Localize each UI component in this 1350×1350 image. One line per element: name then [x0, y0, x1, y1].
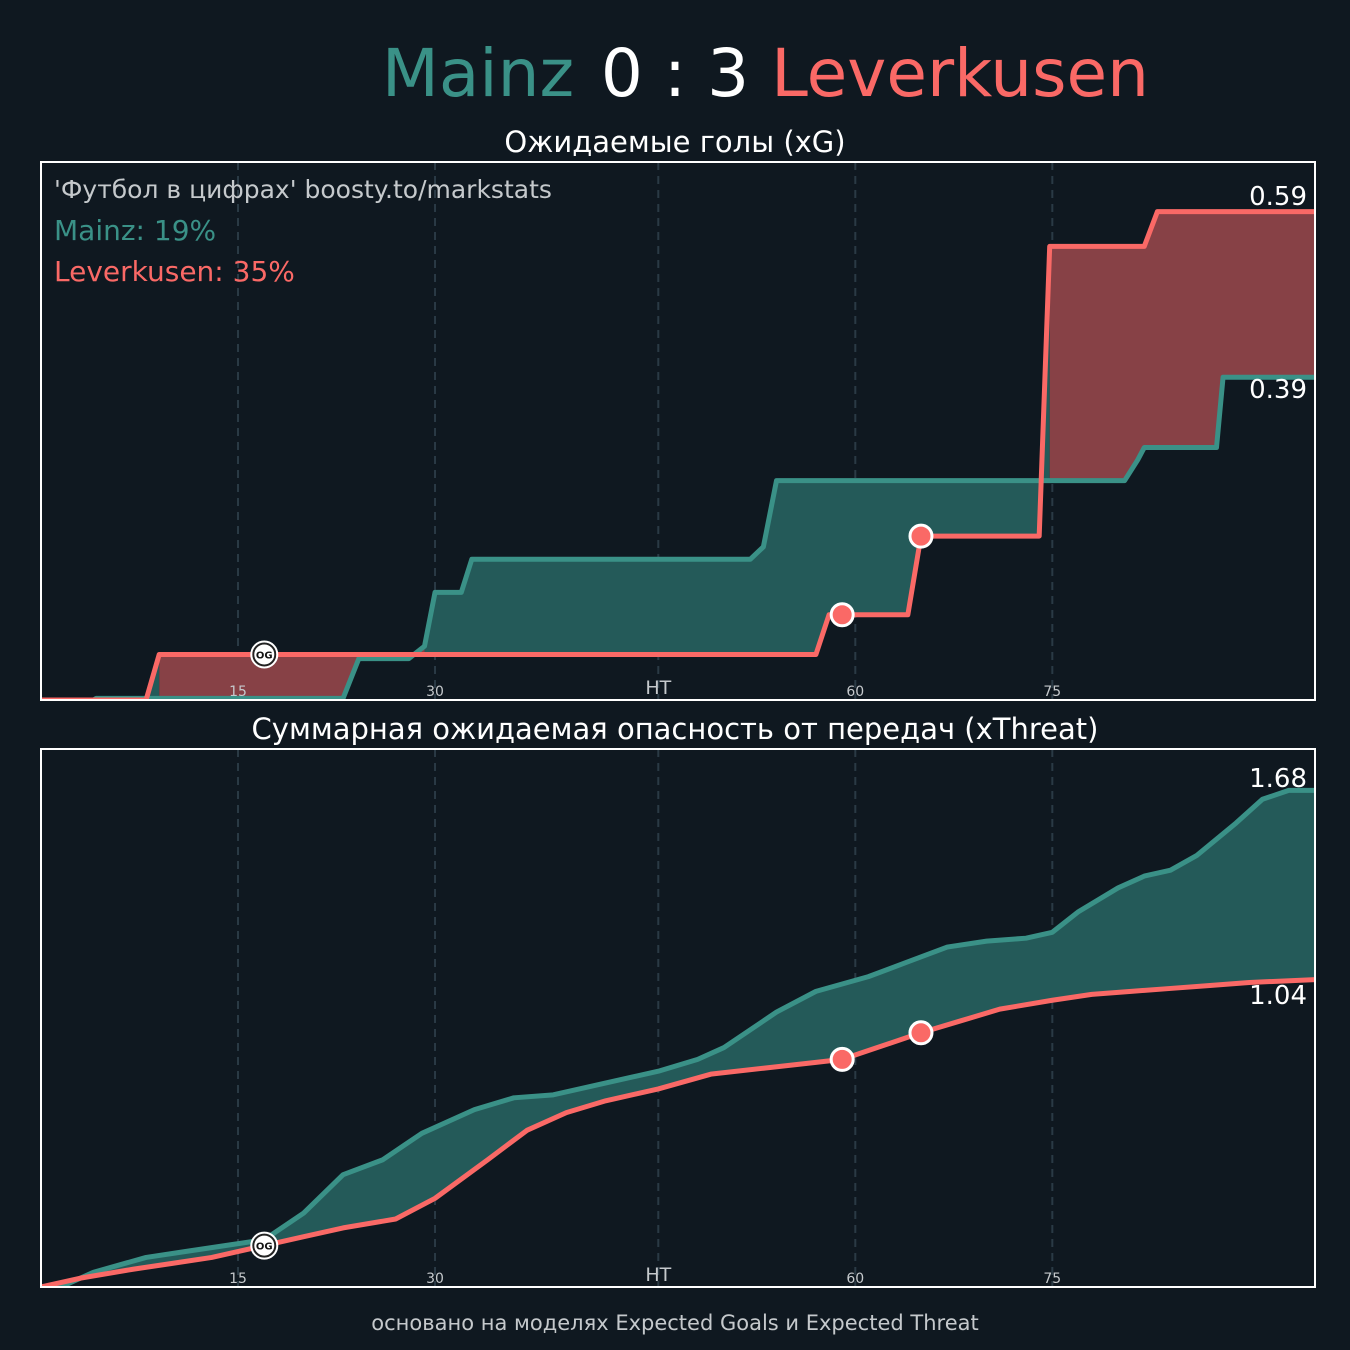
xg-panel-frame [40, 161, 1316, 701]
xg-tick-label: 15 [229, 684, 247, 700]
xg-tick-label: 60 [846, 684, 864, 700]
xg-goal-marker [252, 642, 277, 667]
xt-home-final-value: 1.68 [1249, 764, 1307, 794]
away-team-name: Leverkusen [771, 35, 1149, 112]
xg-plot-area [41, 209, 1315, 700]
match-header: Mainz 0 : 3 Leverkusen [382, 35, 1149, 112]
xt-goal-marker [829, 1046, 855, 1072]
home-team-name: Mainz [382, 35, 574, 112]
home-win-probability: Mainz: 19% [54, 214, 216, 247]
footer-note: основано на моделях Expected Goals и Exp… [371, 1311, 978, 1335]
xt-own-goal-ring [250, 1231, 279, 1260]
xg-goal-marker [829, 602, 855, 628]
xg-away-final-value: 0.59 [1249, 182, 1307, 212]
xg-fill-home-ahead [41, 654, 160, 700]
xt-tick-label: HT [645, 1264, 671, 1286]
xt-goal-marker [252, 1233, 277, 1258]
xt-line-away [41, 977, 1315, 1287]
xt-away-final-value: 1.04 [1249, 981, 1307, 1011]
xg-panel-title: Ожидаемые голы (xG) [504, 125, 845, 159]
xt-goal-marker [908, 1020, 934, 1046]
xg-own-goal-ring [250, 640, 279, 669]
xg-panel: 15 30 HT 60 75 OG [40, 161, 1316, 701]
xt-tick-label: 30 [426, 1271, 444, 1287]
credit-text: 'Футбол в цифрах' boosty.to/markstats [54, 175, 552, 204]
xg-goal-marker [908, 523, 934, 549]
xt-panel-frame [40, 748, 1316, 1288]
xt-own-goal-badge: OG [256, 1242, 273, 1253]
xt-plot-area [41, 787, 1315, 1287]
xt-panel-title: Суммарная ожидаемая опасность от передач… [252, 712, 1099, 746]
xt-line-home [41, 787, 1315, 1287]
away-win-probability: Leverkusen: 35% [54, 255, 295, 288]
xg-tick-label: 75 [1043, 684, 1061, 700]
xg-home-final-value: 0.39 [1249, 375, 1307, 405]
xg-line-away [41, 209, 1315, 700]
xt-tick-label: 75 [1043, 1271, 1061, 1287]
xg-line-home [41, 374, 1315, 700]
xt-tick-label: 15 [229, 1271, 247, 1287]
xg-fill-away-ahead [1049, 211, 1315, 481]
xt-tick-label: 60 [846, 1271, 864, 1287]
xg-own-goal-badge: OG [256, 650, 273, 661]
xt-fill-home-ahead [93, 790, 1315, 1276]
match-score: 0 : 3 [601, 35, 749, 112]
xt-panel: 15 30 HT 60 75 OG [40, 748, 1316, 1288]
xg-tick-label: 30 [426, 684, 444, 700]
xg-fill-home-ahead [424, 246, 1050, 655]
xg-tick-label: HT [645, 677, 671, 699]
